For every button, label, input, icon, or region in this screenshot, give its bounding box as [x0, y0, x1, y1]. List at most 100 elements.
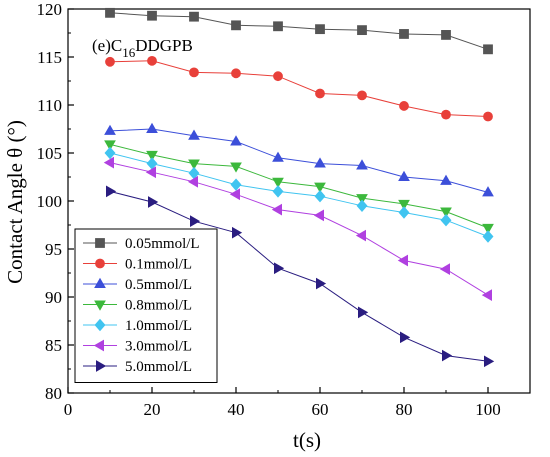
annotation-suffix: DDGPB [135, 36, 193, 55]
legend-marker [94, 300, 106, 311]
legend-item: 5.0mmol/L [83, 359, 192, 375]
data-point [273, 262, 285, 275]
data-point [272, 177, 284, 189]
data-point [315, 277, 327, 290]
legend-item: 0.5mmol/L [83, 277, 192, 293]
data-point [314, 182, 326, 193]
legend-item: 0.1mmol/L [83, 257, 192, 273]
chart-annotation: (e)C16DDGPB [92, 36, 193, 60]
data-point [273, 21, 283, 32]
y-tick-label: 105 [37, 144, 63, 163]
series-line [109, 152, 489, 237]
data-point [357, 25, 367, 36]
annotation-subscript: 16 [122, 45, 136, 60]
data-point [356, 194, 368, 205]
legend-label: 3.0mmol/L [125, 339, 192, 355]
data-point [145, 166, 157, 179]
y-tick-label: 85 [45, 336, 62, 355]
y-axis-ticks: 80 85 90 95 100 105 110 115 120 [37, 0, 74, 403]
data-point [355, 229, 367, 242]
data-point [230, 162, 242, 173]
x-tick-label: 20 [144, 400, 161, 419]
x-axis-title: t(s) [293, 428, 321, 452]
data-point [439, 263, 451, 276]
x-tick-label: 40 [228, 400, 245, 419]
legend-marker [95, 258, 105, 269]
data-point [189, 215, 201, 228]
data-point [104, 146, 116, 160]
data-point [230, 135, 242, 146]
data-point [314, 189, 326, 203]
series-1.0mmol/L [104, 146, 494, 243]
data-point [105, 7, 115, 18]
data-point [189, 67, 199, 78]
data-point [231, 68, 241, 79]
data-point [272, 185, 284, 198]
y-axis-title: Contact Angle θ (°) [3, 120, 27, 284]
data-point [482, 186, 494, 197]
data-point [229, 188, 241, 201]
series-line [109, 128, 489, 193]
data-point [483, 355, 495, 368]
legend-item: 1.0mmol/L [83, 318, 192, 334]
series-0.5mmol/L [104, 122, 494, 197]
legend-item: 0.8mmol/L [83, 298, 192, 314]
series-line [109, 162, 489, 296]
legend-label: 0.8mmol/L [125, 298, 192, 314]
data-point [189, 11, 199, 22]
series-5.0mmol/L [106, 185, 495, 368]
data-point [356, 159, 368, 170]
x-tick-label: 100 [475, 400, 501, 419]
x-axis-ticks: 0 20 40 60 80 100 [64, 387, 501, 419]
legend: 0.05mmol/L 0.1mmol/L 0.5mmol/L 0.8mmol/L 1.0… [74, 228, 218, 383]
data-point [231, 226, 243, 239]
data-point [397, 254, 409, 267]
series-0.8mmol/L [104, 140, 494, 235]
data-point [399, 29, 409, 39]
data-point [482, 223, 494, 235]
data-point [147, 55, 157, 66]
legend-label: 0.1mmol/L [125, 257, 192, 273]
data-point [483, 44, 493, 55]
series-line [109, 143, 489, 229]
data-point [399, 331, 411, 344]
data-point [481, 289, 493, 301]
legend-marker [96, 360, 107, 372]
data-point [314, 157, 326, 168]
series-line [109, 190, 489, 362]
legend-item: 3.0mmol/L [83, 339, 192, 355]
y-tick-label: 95 [45, 240, 62, 259]
x-tick-label: 60 [312, 400, 329, 419]
data-point [188, 159, 200, 170]
data-point [483, 111, 493, 122]
data-point [441, 349, 453, 362]
data-point [441, 109, 451, 120]
data-point [105, 56, 115, 67]
data-point [103, 156, 114, 169]
data-point [398, 199, 410, 211]
data-point [440, 213, 452, 227]
legend-label: 1.0mmol/L [125, 318, 192, 334]
data-point [273, 71, 283, 82]
data-point [398, 170, 410, 182]
y-tick-label: 110 [37, 96, 62, 115]
legend-label: 5.0mmol/L [125, 359, 192, 375]
data-point [440, 207, 452, 218]
legend-label: 0.5mmol/L [125, 277, 192, 293]
data-point [231, 20, 241, 31]
data-point [357, 306, 369, 319]
data-point [104, 140, 116, 151]
data-point [398, 206, 410, 219]
y-tick-label: 100 [37, 192, 63, 211]
data-point [187, 175, 199, 188]
legend-label: 0.05mmol/L [125, 236, 200, 252]
series-line [109, 60, 489, 117]
series-line [109, 12, 489, 50]
y-tick-label: 90 [45, 288, 62, 307]
data-point [272, 151, 284, 162]
data-point [146, 122, 158, 134]
legend-marker [94, 277, 106, 289]
series-layer [103, 7, 495, 368]
y-tick-label: 80 [45, 384, 62, 403]
